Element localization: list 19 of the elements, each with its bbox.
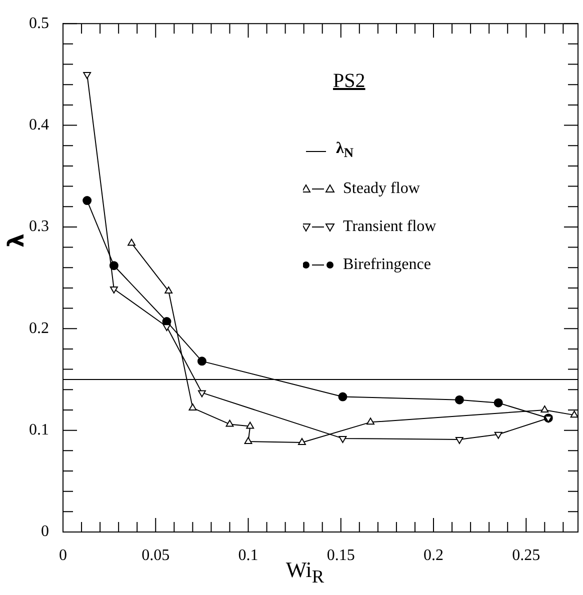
x-tick-label: 0.15 — [326, 546, 355, 564]
x-tick-label: 0.2 — [424, 546, 444, 564]
y-tick-label: 0.5 — [29, 14, 49, 32]
y-tick-label: 0.1 — [29, 422, 49, 439]
legend-label: Birefringence — [343, 256, 431, 274]
legend-label: λ$_{N}$ — [336, 140, 354, 162]
x-tick-label: 0.25 — [512, 546, 540, 564]
legend-label: Transient flow — [343, 218, 436, 236]
x-tick-label: 0 — [59, 546, 67, 564]
y-tick-label: 0.4 — [29, 116, 49, 134]
y-tick-label: 0.3 — [29, 218, 49, 236]
y-tick-label: 0 — [41, 523, 49, 540]
x-tick-label: 0.1 — [238, 546, 258, 564]
x-axis-title: Wi$_{R}$ — [286, 557, 324, 586]
text: PS2 — [333, 70, 366, 93]
y-tick-label: 0.2 — [29, 320, 49, 337]
legend-label: Steady flow — [343, 180, 420, 198]
x-tick-label: 0.05 — [142, 546, 170, 564]
y-axis-title: λ — [4, 232, 30, 250]
